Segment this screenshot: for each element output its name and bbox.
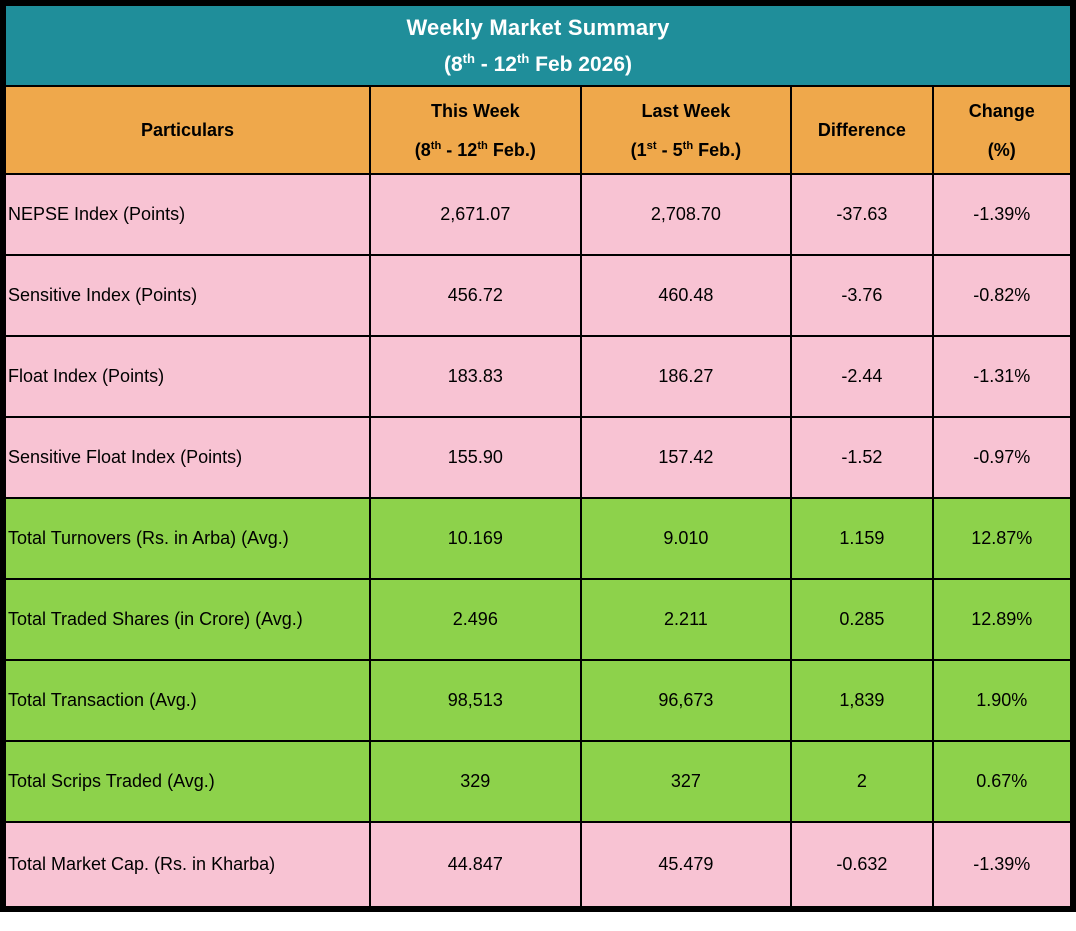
ordinal-superscript: th: [477, 139, 488, 152]
table-row: Total Traded Shares (in Crore) (Avg.) 2.4…: [6, 580, 1070, 661]
column-header-subtext: (8th - 12th Feb.): [414, 139, 536, 160]
column-header-subtext: (1st - 5th Feb.): [630, 139, 742, 160]
column-header-label: This Week: [430, 100, 520, 121]
cell-change-percent: -1.39%: [973, 854, 1031, 874]
cell-difference: -37.63: [792, 175, 934, 254]
table-row: Total Market Cap. (Rs. in Kharba) 44.847 4…: [6, 823, 1070, 906]
cell-last-week: 2,708.70: [582, 175, 793, 254]
weekly-market-summary-table: Weekly Market Summary (8th - 12th Feb 20…: [0, 0, 1076, 912]
table-row: Total Turnovers (Rs. in Arba) (Avg.) 10.1…: [6, 499, 1070, 580]
cell-this-week: 155.90: [371, 418, 582, 497]
table-title: Weekly Market Summary: [406, 14, 670, 40]
cell-particulars: NEPSE Index (Points): [6, 175, 372, 254]
subtext: (8: [414, 139, 431, 160]
column-header-last-week: Last Week (1st - 5th Feb.): [582, 87, 793, 173]
cell-particulars: Sensitive Index (Points): [6, 256, 372, 335]
cell-particulars: Total Scrips Traded (Avg.): [6, 742, 372, 821]
cell-difference: -1.52: [792, 418, 934, 497]
table-body: NEPSE Index (Points) 2,671.07 2,708.70 -37.…: [6, 175, 1070, 906]
subtitle-text: - 12: [474, 52, 517, 76]
cell-particulars: Total Transaction (Avg.): [6, 661, 372, 740]
cell-change-percent: 12.87%: [971, 528, 1033, 548]
subtext: - 12: [441, 139, 478, 160]
column-header-change: Change (%): [934, 87, 1070, 173]
cell-difference: 2: [792, 742, 934, 821]
subtext: Feb.): [693, 139, 742, 160]
table-row: Total Scrips Traded (Avg.) 329 327 2 0.67%: [6, 742, 1070, 823]
table-title-band: Weekly Market Summary (8th - 12th Feb 20…: [6, 6, 1070, 87]
cell-difference: -2.44: [792, 337, 934, 416]
cell-this-week: 456.72: [371, 256, 582, 335]
column-header-label: Difference: [817, 120, 906, 140]
column-header-subtext: (%): [987, 139, 1016, 160]
ordinal-superscript: th: [517, 50, 530, 66]
cell-particulars: Total Market Cap. (Rs. in Kharba): [6, 823, 372, 906]
subtitle-text: (8: [443, 52, 463, 76]
cell-particulars: Float Index (Points): [6, 337, 372, 416]
column-header-difference: Difference: [792, 87, 934, 173]
cell-this-week: 183.83: [371, 337, 582, 416]
cell-this-week: 98,513: [371, 661, 582, 740]
cell-particulars: Total Turnovers (Rs. in Arba) (Avg.): [6, 499, 372, 578]
subtext: Feb.): [487, 139, 536, 160]
cell-last-week: 2.211: [582, 580, 793, 659]
cell-last-week: 45.479: [582, 823, 793, 906]
column-header-row: Particulars This Week (8th - 12th Feb.) …: [6, 87, 1070, 175]
cell-difference: -3.76: [792, 256, 934, 335]
cell-difference: -0.632: [792, 823, 934, 906]
table-subtitle-date-range: (8th - 12th Feb 2026): [443, 50, 633, 77]
cell-change-percent: -0.82%: [973, 285, 1031, 305]
table-row: NEPSE Index (Points) 2,671.07 2,708.70 -37.…: [6, 175, 1070, 256]
cell-last-week: 96,673: [582, 661, 793, 740]
cell-this-week: 2,671.07: [371, 175, 582, 254]
column-header-label: Particulars: [140, 120, 235, 140]
cell-particulars: Total Traded Shares (in Crore) (Avg.): [6, 580, 372, 659]
subtitle-text: Feb 2026): [529, 52, 633, 76]
cell-change-percent: -1.31%: [973, 366, 1031, 386]
cell-change-percent: 1.90%: [976, 690, 1028, 710]
ordinal-superscript: th: [430, 139, 442, 152]
column-header-particulars: Particulars: [6, 87, 372, 173]
table-row: Float Index (Points) 183.83 186.27 -2.44 -1.…: [6, 337, 1070, 418]
cell-particulars: Sensitive Float Index (Points): [6, 418, 372, 497]
ordinal-superscript: th: [462, 50, 475, 66]
column-header-this-week: This Week (8th - 12th Feb.): [371, 87, 582, 173]
cell-last-week: 157.42: [582, 418, 793, 497]
cell-this-week: 2.496: [371, 580, 582, 659]
cell-this-week: 10.169: [371, 499, 582, 578]
cell-last-week: 9.010: [582, 499, 793, 578]
ordinal-superscript: st: [646, 139, 657, 152]
table-row: Sensitive Float Index (Points) 155.90 157.…: [6, 418, 1070, 499]
table-row: Total Transaction (Avg.) 98,513 96,673 1,83…: [6, 661, 1070, 742]
cell-last-week: 186.27: [582, 337, 793, 416]
cell-change-percent: -0.97%: [973, 447, 1031, 467]
cell-change-percent: 12.89%: [971, 609, 1033, 629]
cell-last-week: 327: [582, 742, 793, 821]
cell-difference: 1.159: [792, 499, 934, 578]
cell-difference: 0.285: [792, 580, 934, 659]
subtext: (1: [630, 139, 647, 160]
cell-change-percent: -1.39%: [973, 204, 1031, 224]
cell-this-week: 329: [371, 742, 582, 821]
cell-change-percent: 0.67%: [976, 771, 1028, 791]
cell-this-week: 44.847: [371, 823, 582, 906]
column-header-label: Change: [968, 100, 1035, 121]
cell-difference: 1,839: [792, 661, 934, 740]
ordinal-superscript: th: [682, 139, 694, 152]
column-header-label: Last Week: [641, 100, 731, 121]
subtext: - 5: [656, 139, 683, 160]
cell-last-week: 460.48: [582, 256, 793, 335]
table-row: Sensitive Index (Points) 456.72 460.48 -3.7…: [6, 256, 1070, 337]
